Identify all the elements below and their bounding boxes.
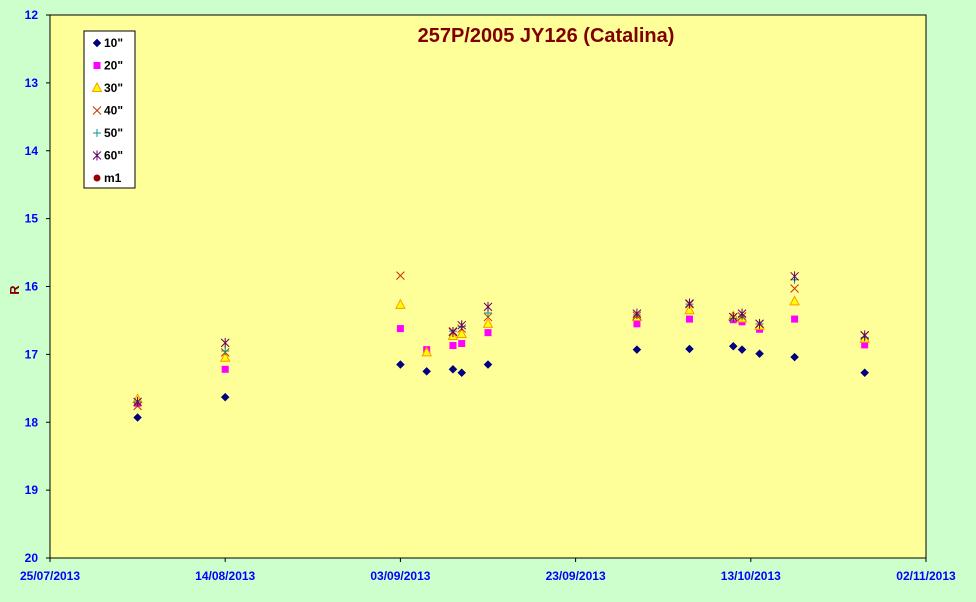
- data-point: [728, 341, 738, 351]
- plot-area: [49, 14, 927, 559]
- data-point: [632, 345, 642, 354]
- y-axis-label: R: [7, 285, 22, 295]
- legend-label: 40": [104, 104, 123, 118]
- data-point: [219, 351, 231, 362]
- data-point: [685, 344, 694, 354]
- legend-marker: [92, 106, 102, 115]
- data-point: [457, 368, 467, 378]
- legend-marker: [93, 129, 101, 137]
- y-tick-label: 18: [25, 415, 39, 429]
- y-tick-label: 20: [25, 551, 39, 565]
- data-point: [220, 337, 230, 348]
- data-point: [483, 301, 493, 312]
- data-point: [421, 346, 433, 357]
- legend-marker: [93, 62, 101, 69]
- legend: 10" 20" 30" 40" 50" 60" m1: [83, 30, 136, 189]
- data-point: [755, 318, 764, 329]
- data-point: [395, 298, 406, 309]
- x-tick-label: 23/09/2013: [546, 569, 606, 583]
- data-point: [482, 317, 494, 328]
- data-point: [790, 271, 799, 282]
- data-point: [790, 284, 799, 293]
- data-point: [861, 341, 869, 349]
- data-point: [133, 413, 142, 422]
- data-point: [422, 366, 432, 376]
- chart-title: 257P/2005 JY126 (Catalina): [418, 25, 675, 47]
- legend-entry: m1: [93, 171, 122, 185]
- data-point: [448, 364, 458, 374]
- data-point: [737, 345, 747, 354]
- data-point: [396, 360, 405, 369]
- legend-marker: [92, 38, 102, 48]
- series-5: [133, 271, 870, 407]
- legend-entry: 10": [92, 36, 123, 50]
- y-tick-label: 13: [25, 76, 39, 90]
- data-point: [860, 330, 870, 341]
- data-point: [221, 365, 229, 373]
- data-point: [860, 368, 870, 378]
- legend-label: 50": [104, 126, 123, 140]
- data-point: [448, 326, 458, 337]
- data-point: [685, 315, 693, 323]
- x-tick-label: 02/11/2013: [896, 569, 956, 583]
- series-0: [133, 341, 870, 422]
- data-point: [458, 340, 466, 348]
- data-point: [737, 308, 747, 319]
- data-point: [133, 396, 142, 407]
- x-tick-label: 14/08/2013: [195, 569, 255, 583]
- y-tick-label: 19: [25, 483, 39, 497]
- data-point: [396, 271, 405, 280]
- legend-entry: 60": [92, 149, 123, 163]
- legend-label: 30": [104, 81, 123, 95]
- y-tick-label: 17: [25, 347, 39, 361]
- data-point: [685, 298, 694, 309]
- x-tick-label: 13/10/2013: [721, 569, 781, 583]
- data-point: [484, 329, 492, 337]
- legend-box: [83, 30, 136, 189]
- data-point: [449, 342, 457, 350]
- legend-label: 10": [104, 36, 123, 50]
- data-point: [483, 312, 493, 322]
- legend-marker: [93, 174, 101, 182]
- data-point: [633, 320, 641, 328]
- data-point: [221, 346, 230, 355]
- data-point: [790, 352, 799, 362]
- legend-label: 60": [104, 149, 123, 163]
- x-tick-label: 03/09/2013: [370, 569, 430, 583]
- legend-entry: 50": [93, 126, 123, 140]
- legend-entry: 40": [92, 104, 123, 118]
- legend-marker: [92, 150, 102, 161]
- y-tick-label: 15: [25, 212, 39, 226]
- data-point: [684, 304, 695, 315]
- data-point: [755, 349, 764, 359]
- data-point: [483, 360, 493, 369]
- legend-marker: [91, 81, 103, 92]
- data-point: [789, 295, 800, 306]
- legend-label: 20": [104, 59, 123, 73]
- y-tick-label: 14: [25, 144, 39, 158]
- data-point: [456, 327, 468, 339]
- legend-entry: 20": [93, 59, 123, 73]
- y-tick-label: 16: [25, 280, 39, 294]
- data-point: [728, 312, 738, 323]
- data-point: [396, 325, 404, 333]
- x-tick-label: 25/07/2013: [20, 569, 80, 583]
- legend-entry: 30": [91, 81, 123, 95]
- y-tick-label: 12: [25, 8, 39, 22]
- data-point: [791, 315, 799, 323]
- legend-label: m1: [104, 171, 122, 185]
- data-point: [220, 392, 230, 402]
- data-point: [632, 308, 642, 319]
- data-point: [457, 320, 467, 331]
